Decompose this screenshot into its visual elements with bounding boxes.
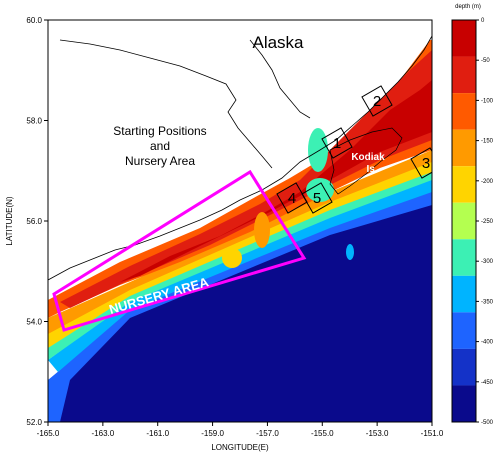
colorbar-segment xyxy=(452,275,476,313)
slope-band-300 xyxy=(48,170,432,360)
colorbar-segment xyxy=(452,385,476,422)
kenai-coastline xyxy=(249,39,311,119)
bank-patch xyxy=(308,128,328,172)
colorbar-segment xyxy=(452,348,476,386)
colorbar-tick-label: -250 xyxy=(481,219,494,225)
box-label-5: 5 xyxy=(313,190,321,207)
colorbar-segment xyxy=(452,202,476,240)
slope-band-150 xyxy=(48,150,432,334)
colorbar-segment xyxy=(452,56,476,94)
box-label-2: 2 xyxy=(373,93,381,110)
bank-patch xyxy=(306,178,334,202)
deep-ocean xyxy=(48,200,432,422)
box-label-4: 4 xyxy=(288,190,296,207)
cook-inlet-coastline xyxy=(59,39,273,169)
box-label-1: 1 xyxy=(333,135,341,152)
map-panel: 1 2 3 4 5 Alaska Starting Positions and … xyxy=(48,20,432,422)
seamount xyxy=(346,244,354,260)
slope-band-200 xyxy=(48,160,432,348)
x-tick-label: -153.0 xyxy=(366,429,389,438)
nursery-area-outline xyxy=(52,169,307,332)
starting-box-1: 1 xyxy=(321,127,353,159)
x-tick-label: -151.0 xyxy=(421,429,444,438)
y-tick-label: 52.0 xyxy=(26,418,42,427)
y-tick-label: 58.0 xyxy=(26,117,42,126)
kodiak-island xyxy=(329,127,403,195)
colorbar-tick-label: 0 xyxy=(481,18,485,24)
depth-colorbar: 0 -50 -100 -150 -200 -250 -300 -350 -400 -450 -500 xyxy=(451,18,494,426)
x-tick-label: -163.0 xyxy=(92,429,115,438)
x-tick-label: -155.0 xyxy=(311,429,334,438)
slope-band-350 xyxy=(48,178,432,372)
x-tick-label: -157.0 xyxy=(256,429,279,438)
colorbar-title: depth (m) xyxy=(455,4,481,10)
island-label-line-1: Kodiak xyxy=(351,152,385,163)
colorbar-tick-label: -400 xyxy=(481,340,494,346)
box-label-3: 3 xyxy=(422,155,430,172)
colorbar-tick-label: -300 xyxy=(481,259,494,265)
x-axis: -165.0 -163.0 -161.0 -159.0 -157.0 -155.0 -153… xyxy=(37,422,444,438)
x-tick-label: -165.0 xyxy=(37,429,60,438)
y-tick-label: 56.0 xyxy=(26,217,42,226)
starting-box-5: 5 xyxy=(301,182,333,214)
bank-patch xyxy=(254,212,270,248)
colorbar-tick-label: -150 xyxy=(481,139,494,145)
y-axis-label: LATITUDE(N) xyxy=(5,196,14,246)
y-tick-label: 60.0 xyxy=(26,16,42,25)
colorbar-segment xyxy=(452,20,476,57)
island-label-line-2: Is. xyxy=(366,164,377,175)
colorbar-tick-label: -500 xyxy=(481,420,494,426)
colorbar-segment xyxy=(452,166,476,203)
region-label: Alaska xyxy=(252,33,304,52)
colorbar-tick-label: -350 xyxy=(481,299,494,305)
colorbar-segment xyxy=(452,93,476,130)
annotation-line-3: Nursery Area xyxy=(125,154,195,168)
colorbar-segment xyxy=(452,312,476,349)
y-axis: 60.0 58.0 56.0 54.0 52.0 xyxy=(26,16,48,427)
colorbar-tick-label: -50 xyxy=(481,58,490,64)
colorbar-tick-label: -100 xyxy=(481,98,494,104)
slope-band-400 xyxy=(48,190,432,422)
x-tick-label: -161.0 xyxy=(146,429,169,438)
starting-box-2: 2 xyxy=(361,85,393,117)
x-tick-label: -159.0 xyxy=(201,429,224,438)
colorbar-segment xyxy=(452,129,476,167)
alaska-coastline xyxy=(48,35,432,281)
bank-patch xyxy=(222,248,242,268)
colorbar-tick-label: -200 xyxy=(481,179,494,185)
annotation-line-1: Starting Positions xyxy=(113,124,206,138)
annotation-line-2: and xyxy=(150,139,170,153)
y-tick-label: 54.0 xyxy=(26,318,42,327)
starting-box-4: 4 xyxy=(276,182,308,214)
x-axis-label: LONGITUDE(E) xyxy=(211,443,269,452)
colorbar-segment xyxy=(452,239,476,276)
colorbar-tick-label: -450 xyxy=(481,380,494,386)
